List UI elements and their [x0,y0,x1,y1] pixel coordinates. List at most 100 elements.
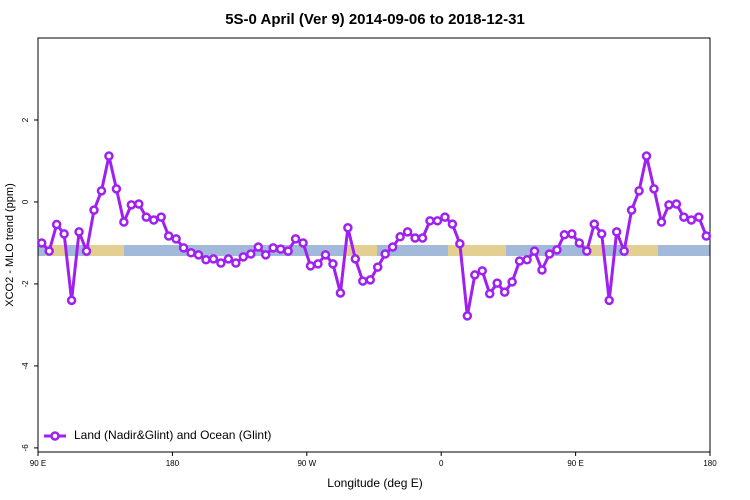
y-tick-label: -4 [21,362,30,370]
point [96,186,107,196]
point [537,265,547,275]
point [395,232,405,242]
point [298,238,308,248]
point [148,215,159,225]
point [171,234,181,244]
x-tick-label: 90 E [30,459,46,468]
point [402,227,413,237]
point [604,295,614,306]
point [499,287,510,297]
point [514,256,525,266]
point [134,199,144,209]
legend-marker [50,431,60,441]
x-axis-label: Longitude (deg E) [327,476,422,490]
point [178,243,189,253]
point [126,200,137,210]
point [141,212,152,222]
point [253,242,264,252]
point [74,227,84,237]
point [350,254,361,264]
point [380,249,390,259]
point [186,248,196,258]
point [574,238,585,248]
point [694,212,704,222]
point [686,215,697,225]
point [89,205,99,215]
point [544,249,555,259]
point [619,246,629,256]
point [477,266,488,276]
point [59,229,69,239]
point [231,258,241,268]
surface-strip [38,245,710,256]
point [275,244,286,254]
point [552,245,562,255]
point [626,205,637,215]
point [372,262,383,272]
series-line [40,155,708,317]
point [81,246,92,256]
point [365,275,376,285]
point [51,219,62,230]
y-tick-label: -2 [21,280,30,288]
point [455,239,465,249]
point [104,151,114,161]
point [156,212,166,222]
point [596,229,607,239]
point [320,250,331,260]
point [462,311,473,321]
point [268,243,278,253]
point [559,230,570,240]
x-tick-label: 0 [439,459,444,468]
point [425,216,435,226]
y-tick-label: -6 [21,444,30,452]
point [283,246,293,256]
point [290,234,301,244]
point [201,255,211,265]
legend-label: Land (Nadir&Glint) and Ocean (Glint) [74,428,271,442]
point [492,278,502,288]
point [701,231,712,241]
point [246,249,256,259]
point [432,216,443,226]
point [193,250,204,260]
point [216,258,226,268]
point [649,184,659,194]
point [343,223,353,233]
point [36,238,47,248]
point [387,242,398,252]
point [119,217,129,227]
point [410,233,420,243]
point [611,227,622,237]
chart-title: 5S-0 April (Ver 9) 2014-09-06 to 2018-12… [225,11,525,28]
point [470,270,480,280]
point [223,254,234,264]
point [671,199,682,209]
point [656,217,667,227]
point [313,259,323,269]
point [589,219,600,229]
y-tick-label: 2 [21,117,30,122]
point [305,261,316,271]
point [44,246,54,256]
point [260,250,271,260]
point [529,246,540,256]
point [641,151,652,161]
point [507,277,517,287]
point [440,212,450,222]
point [447,219,458,229]
point [358,276,368,286]
point [567,229,577,239]
point [163,231,174,241]
point [328,259,338,269]
point [664,200,674,210]
point [111,184,122,194]
point [634,186,644,196]
y-tick-label: 0 [21,199,30,204]
point [66,295,77,306]
y-axis-label: XCO2 - MLO trend (ppm) [4,183,16,306]
point [238,252,249,262]
point [208,254,219,264]
